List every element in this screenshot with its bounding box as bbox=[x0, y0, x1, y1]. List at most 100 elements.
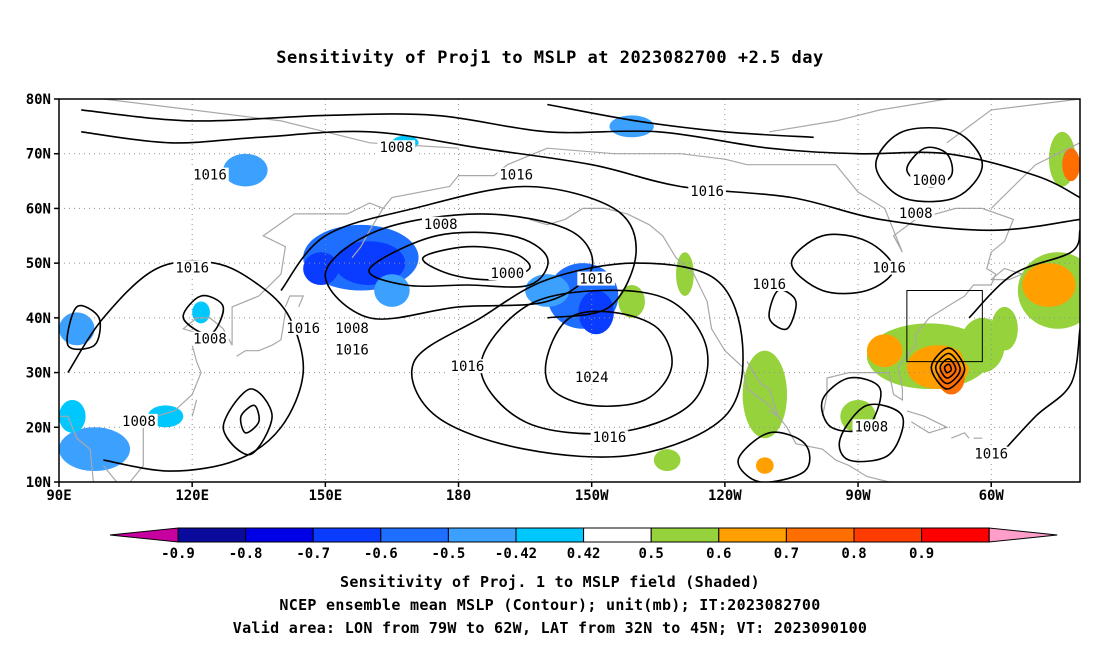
mslp-contour bbox=[81, 130, 1080, 232]
caption-line-1: Sensitivity of Proj. 1 to MSLP field (Sh… bbox=[340, 573, 760, 591]
mslp-contour bbox=[479, 289, 709, 435]
sensitivity-blob bbox=[374, 274, 410, 307]
mslp-contour bbox=[81, 109, 1080, 199]
caption-line-2: NCEP ensemble mean MSLP (Contour); unit(… bbox=[279, 596, 821, 614]
colorbar-swatch bbox=[785, 527, 855, 543]
colorbar-swatch bbox=[515, 527, 585, 543]
contour-label-bg bbox=[191, 331, 229, 346]
mslp-contour bbox=[930, 347, 966, 390]
lat-label: 40N bbox=[26, 311, 51, 327]
sensitivity-blob bbox=[59, 312, 95, 346]
colorbar-swatch bbox=[583, 527, 652, 543]
contour-label-bg bbox=[497, 167, 536, 182]
colorbar-label: -0.5 bbox=[432, 546, 466, 562]
contour-label-bg bbox=[448, 359, 487, 374]
contour-label: 1024 bbox=[575, 370, 609, 386]
contour-label: 1016 bbox=[752, 277, 786, 293]
mslp-contour bbox=[67, 260, 305, 472]
colorbar: -0.9 -0.8 -0.7 -0.6 -0.5 -0.42 0.42 0.5 0.6 0.7 0.… bbox=[109, 527, 1058, 562]
sensitivity-blob bbox=[609, 115, 654, 138]
contour-label: 1016 bbox=[286, 321, 320, 337]
sensitivity-blob bbox=[59, 399, 86, 433]
contour-label-bg bbox=[488, 266, 527, 281]
contour-label-bg bbox=[870, 260, 908, 275]
caption-line-3: Valid area: LON from 79W to 62W, LAT fro… bbox=[232, 619, 868, 637]
sensitivity-blob bbox=[755, 457, 774, 474]
colorbar-swatch bbox=[312, 527, 382, 543]
contour-label: 1016 bbox=[872, 261, 906, 277]
colorbar-label: -0.8 bbox=[229, 546, 263, 562]
colorbar-label: 0.8 bbox=[841, 546, 866, 562]
lon-label: 90W bbox=[845, 488, 871, 504]
contour-label: 1016 bbox=[193, 168, 227, 184]
colorbar-label: -0.42 bbox=[495, 546, 537, 562]
sensitivity-blob bbox=[676, 252, 694, 296]
lat-label: 30N bbox=[26, 366, 51, 382]
contour-label: 1016 bbox=[593, 430, 627, 446]
sensitivity-blob bbox=[303, 252, 339, 286]
colorbar-swatch bbox=[921, 527, 990, 543]
lat-label: 10N bbox=[26, 475, 51, 491]
sensitivity-blob bbox=[1062, 148, 1080, 182]
lon-label: 90E bbox=[46, 488, 71, 504]
frame-rect bbox=[58, 98, 1081, 483]
colorbar-low-arrow bbox=[109, 527, 179, 543]
mslp-contour bbox=[874, 126, 984, 203]
contour-label-bg bbox=[120, 413, 158, 428]
lon-label: 150W bbox=[575, 488, 609, 504]
colorbar-swatch bbox=[245, 527, 314, 543]
coastline bbox=[724, 158, 1015, 417]
colorbar-label: -0.9 bbox=[161, 546, 195, 562]
contour-label: 1016 bbox=[499, 168, 533, 184]
contour-label: 1016 bbox=[690, 184, 724, 200]
mslp-contour bbox=[547, 103, 814, 139]
mslp-contour bbox=[544, 310, 673, 407]
mslp-contour bbox=[66, 305, 102, 351]
mslp-contour bbox=[943, 363, 953, 374]
contour-label-bg bbox=[333, 320, 371, 335]
contour-label-bg bbox=[852, 419, 891, 434]
mslp-contour bbox=[239, 404, 260, 434]
colorbar-label: 0.42 bbox=[567, 546, 601, 562]
contour-label: 1016 bbox=[175, 261, 209, 277]
lat-label: 70N bbox=[26, 147, 51, 163]
coastline bbox=[191, 399, 198, 417]
colorbar-label: 0.7 bbox=[774, 546, 799, 562]
contour-label: 1016 bbox=[579, 272, 613, 288]
contour-label: 1008 bbox=[122, 414, 156, 430]
mslp-contour bbox=[939, 358, 957, 379]
sensitivity-blob bbox=[866, 334, 903, 368]
coastline bbox=[529, 207, 890, 482]
contour-label-bg bbox=[972, 446, 1011, 461]
contour-label: 1000 bbox=[912, 173, 946, 189]
lon-label: 150E bbox=[308, 488, 342, 504]
contour-label: 1008 bbox=[193, 332, 227, 348]
map-frame bbox=[58, 98, 1081, 483]
mslp-contour bbox=[421, 245, 531, 281]
lon-label: 120W bbox=[708, 488, 742, 504]
contour-label: 1008 bbox=[855, 419, 889, 435]
contour-label-bg bbox=[284, 320, 322, 335]
lon-label: 180 bbox=[446, 488, 471, 504]
mslp-contour bbox=[410, 262, 744, 458]
coastline bbox=[351, 208, 384, 259]
contour-label: 1016 bbox=[974, 447, 1008, 463]
mslp-contours bbox=[66, 103, 1080, 482]
mslp-contour bbox=[768, 289, 797, 331]
colorbar-swatch bbox=[447, 527, 517, 543]
contour-label-bg bbox=[750, 277, 789, 292]
coastline bbox=[284, 295, 305, 308]
mslp-contour bbox=[934, 352, 961, 385]
mslp-contour bbox=[280, 185, 637, 319]
colorbar-label: 0.6 bbox=[706, 546, 731, 562]
coastline bbox=[769, 99, 947, 133]
lon-label: 120E bbox=[175, 488, 209, 504]
contour-label: 1008 bbox=[380, 140, 414, 156]
sensitivity-blob bbox=[653, 449, 681, 472]
contour-label-bg bbox=[191, 167, 229, 182]
mslp-contour bbox=[737, 431, 811, 482]
lat-label: 20N bbox=[26, 420, 51, 436]
sensitivity-blob bbox=[991, 306, 1018, 351]
contour-label-bg bbox=[590, 430, 629, 445]
